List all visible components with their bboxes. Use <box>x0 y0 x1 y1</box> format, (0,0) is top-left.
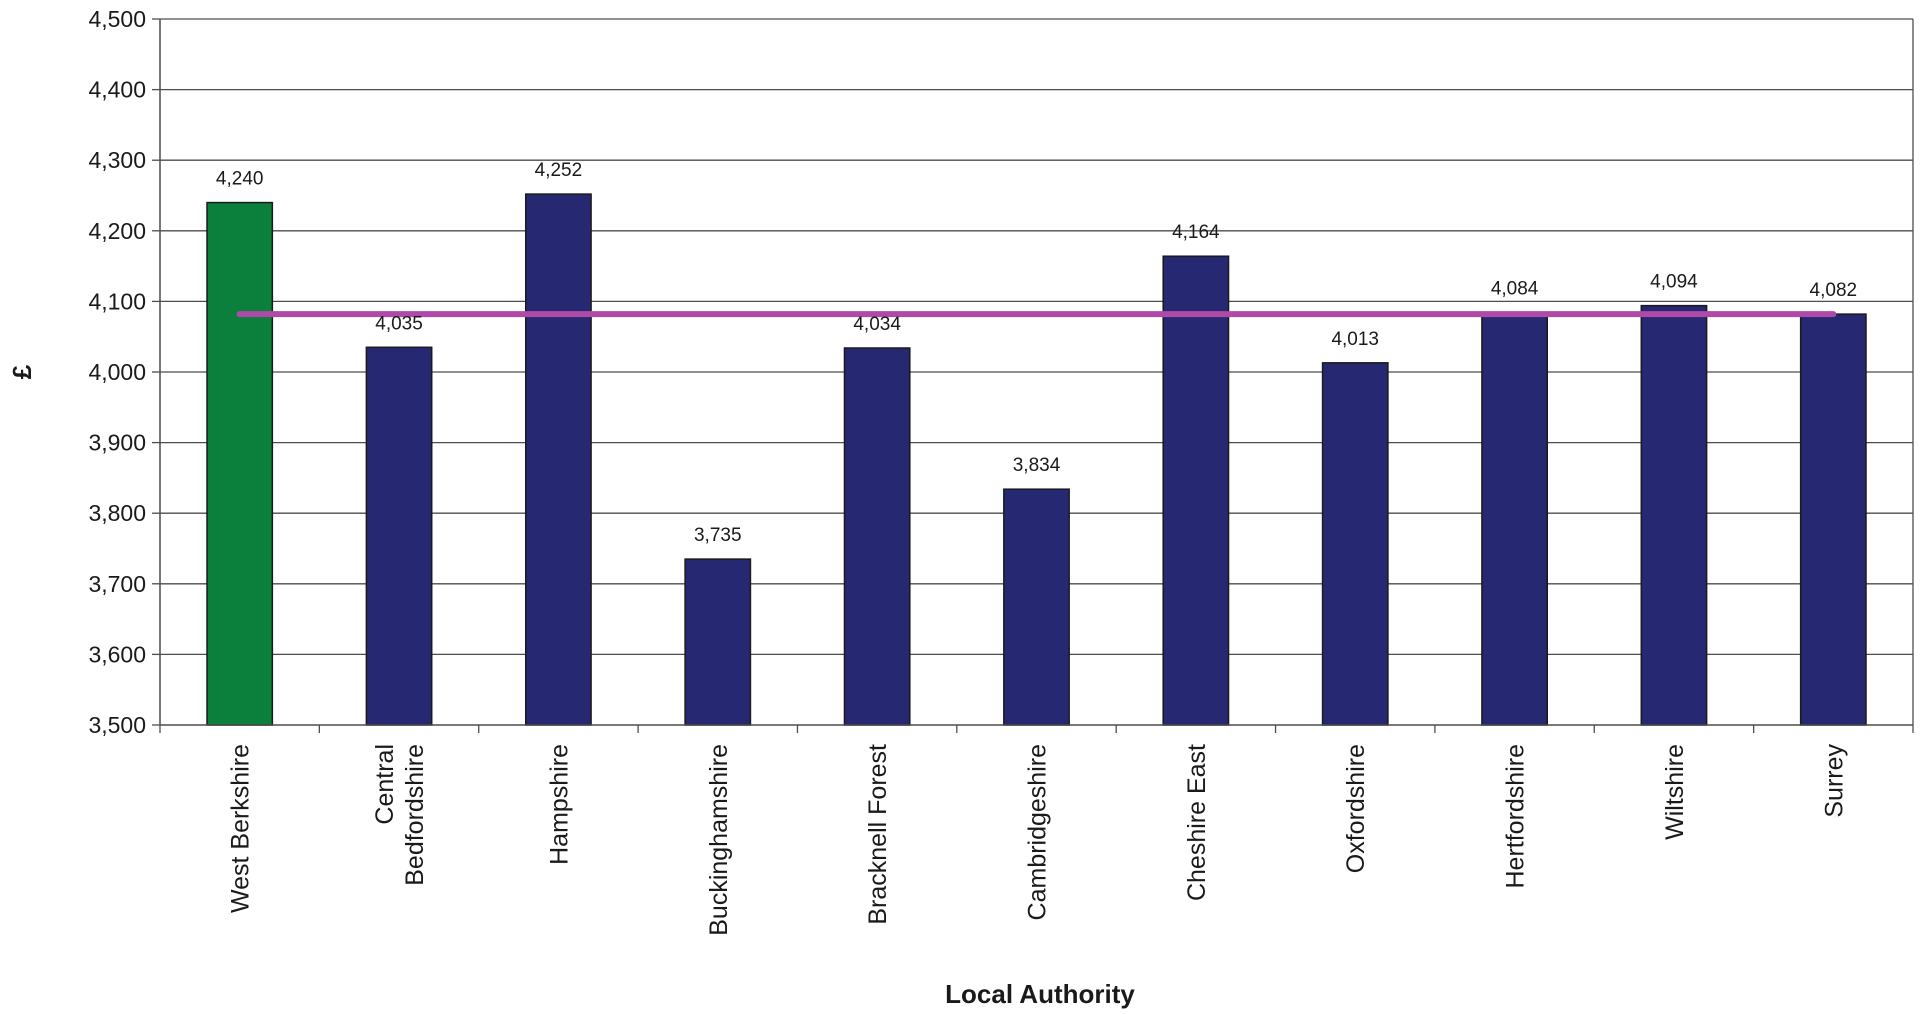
category-label: Oxfordshire <box>1342 744 1370 873</box>
data-label: 4,094 <box>1650 272 1698 293</box>
category-label: Cheshire East <box>1183 744 1211 901</box>
category-label-line: Cambridgeshire <box>1024 744 1052 920</box>
category-label: Cambridgeshire <box>1024 744 1052 920</box>
category-label: West Berkshire <box>227 744 255 913</box>
data-label: 4,035 <box>375 313 423 334</box>
data-label: 3,834 <box>1013 455 1061 476</box>
data-label: 4,082 <box>1810 280 1858 301</box>
axes <box>152 18 1914 733</box>
category-label: Surrey <box>1820 744 1848 818</box>
bar <box>524 193 592 726</box>
y-tick-label: 4,000 <box>88 359 146 385</box>
data-label: 4,252 <box>535 160 583 181</box>
bar <box>1799 313 1867 726</box>
gridlines <box>160 18 1913 656</box>
data-label: 4,240 <box>216 169 264 190</box>
bar <box>843 347 911 726</box>
data-label: 4,034 <box>853 314 901 335</box>
category-label-line: Central <box>371 744 399 825</box>
bar <box>365 346 433 726</box>
y-tick-label: 4,200 <box>88 218 146 244</box>
y-tick-label: 3,700 <box>88 571 146 597</box>
category-label-line: Buckinghamshire <box>705 744 733 936</box>
category-label: Wiltshire <box>1661 744 1689 840</box>
x-axis-title: Local Authority <box>945 979 1135 1009</box>
category-label-line: Surrey <box>1820 744 1848 818</box>
category-label-line: Bedfordshire <box>401 744 429 886</box>
y-tick-label: 3,500 <box>88 712 146 738</box>
bar <box>1321 362 1389 726</box>
category-label-line: Oxfordshire <box>1342 744 1370 873</box>
y-tick-label: 4,300 <box>88 147 146 173</box>
data-label: 4,164 <box>1172 222 1220 243</box>
category-label-line: Hampshire <box>545 744 573 865</box>
category-label-line: Wiltshire <box>1661 744 1689 840</box>
y-tick-label: 3,600 <box>88 641 146 667</box>
data-label: 3,735 <box>694 525 742 546</box>
category-label: Hampshire <box>545 744 573 865</box>
y-axis-title: £ <box>7 364 37 379</box>
y-tick-label: 3,800 <box>88 500 146 526</box>
bar <box>1003 488 1070 726</box>
bar <box>684 558 752 726</box>
category-label-line: West Berkshire <box>227 744 255 913</box>
category-label-line: Cheshire East <box>1183 744 1211 901</box>
labels: 3,500 3,600 3,700 3,800 3,900 4,000 4,100 4,200… <box>88 6 1857 936</box>
bar <box>1640 304 1708 726</box>
y-tick-label: 4,500 <box>88 6 146 32</box>
category-label: Central Bedfordshire <box>371 744 429 886</box>
data-label: 4,013 <box>1331 329 1379 350</box>
y-tick-label: 4,400 <box>88 77 146 103</box>
data-label: 4,084 <box>1491 279 1539 300</box>
category-label: Hertfordshire <box>1502 744 1530 889</box>
category-label-line: Hertfordshire <box>1502 744 1530 889</box>
category-label: Bracknell Forest <box>864 744 892 925</box>
bar <box>1481 311 1549 726</box>
bar <box>1162 255 1230 726</box>
y-tick-label: 4,100 <box>88 288 146 314</box>
category-label: Buckinghamshire <box>705 744 733 936</box>
bar <box>206 201 274 726</box>
y-tick-label: 3,900 <box>88 430 146 456</box>
category-label-line: Bracknell Forest <box>864 744 892 925</box>
